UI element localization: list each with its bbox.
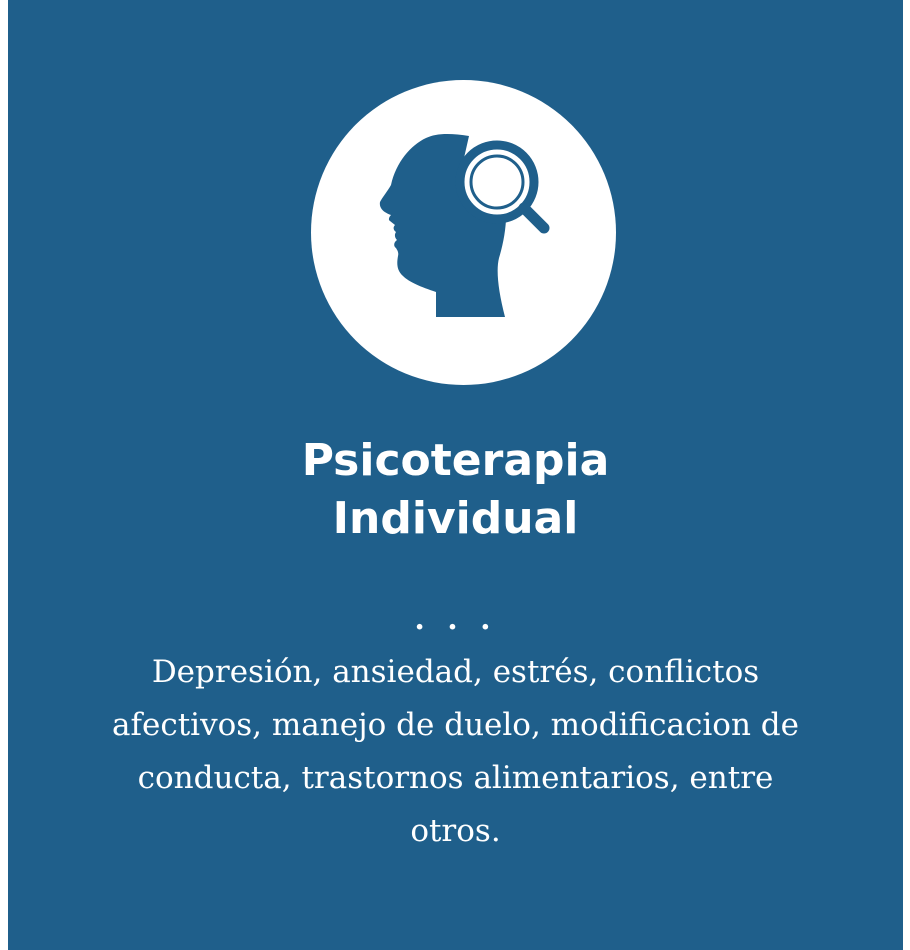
icon-circle xyxy=(311,80,616,385)
card-title: Psicoterapia Individual xyxy=(8,432,903,548)
card-description: Depresión, ansiedad, estrés, conflictos … xyxy=(112,654,799,849)
card-title-line-1: Psicoterapia xyxy=(301,435,610,486)
service-card: Psicoterapia Individual . . . Depresión,… xyxy=(8,0,903,950)
separator-dots: . . . xyxy=(414,602,497,637)
card-title-line-2: Individual xyxy=(332,493,579,544)
head-magnifier-icon xyxy=(379,133,550,317)
